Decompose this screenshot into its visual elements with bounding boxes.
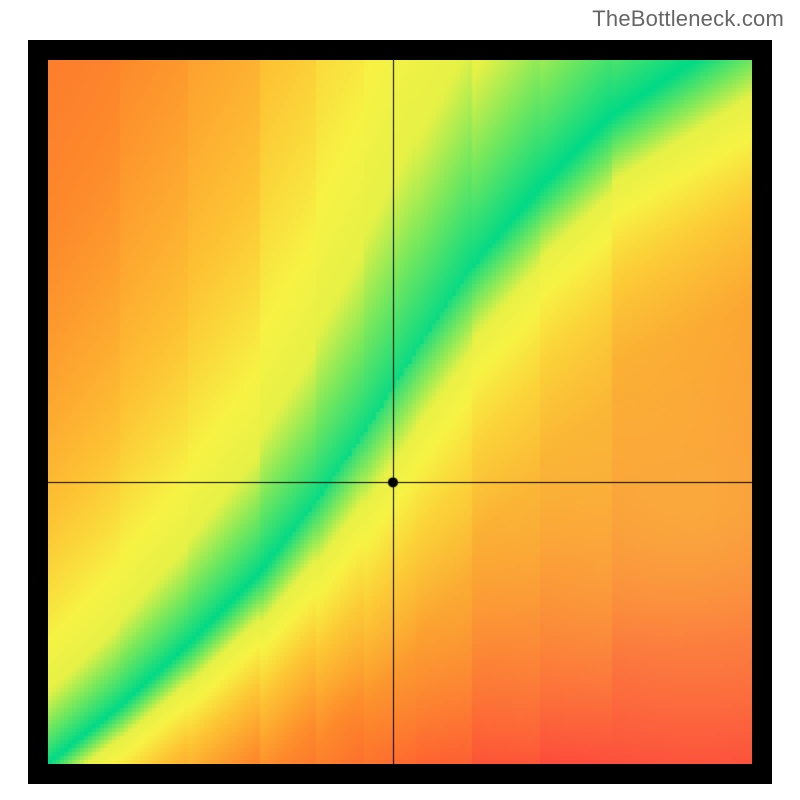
overlay-canvas [48,60,752,764]
root-container: TheBottleneck.com [0,0,800,800]
plot-frame [28,40,772,784]
watermark-text: TheBottleneck.com [592,6,784,32]
